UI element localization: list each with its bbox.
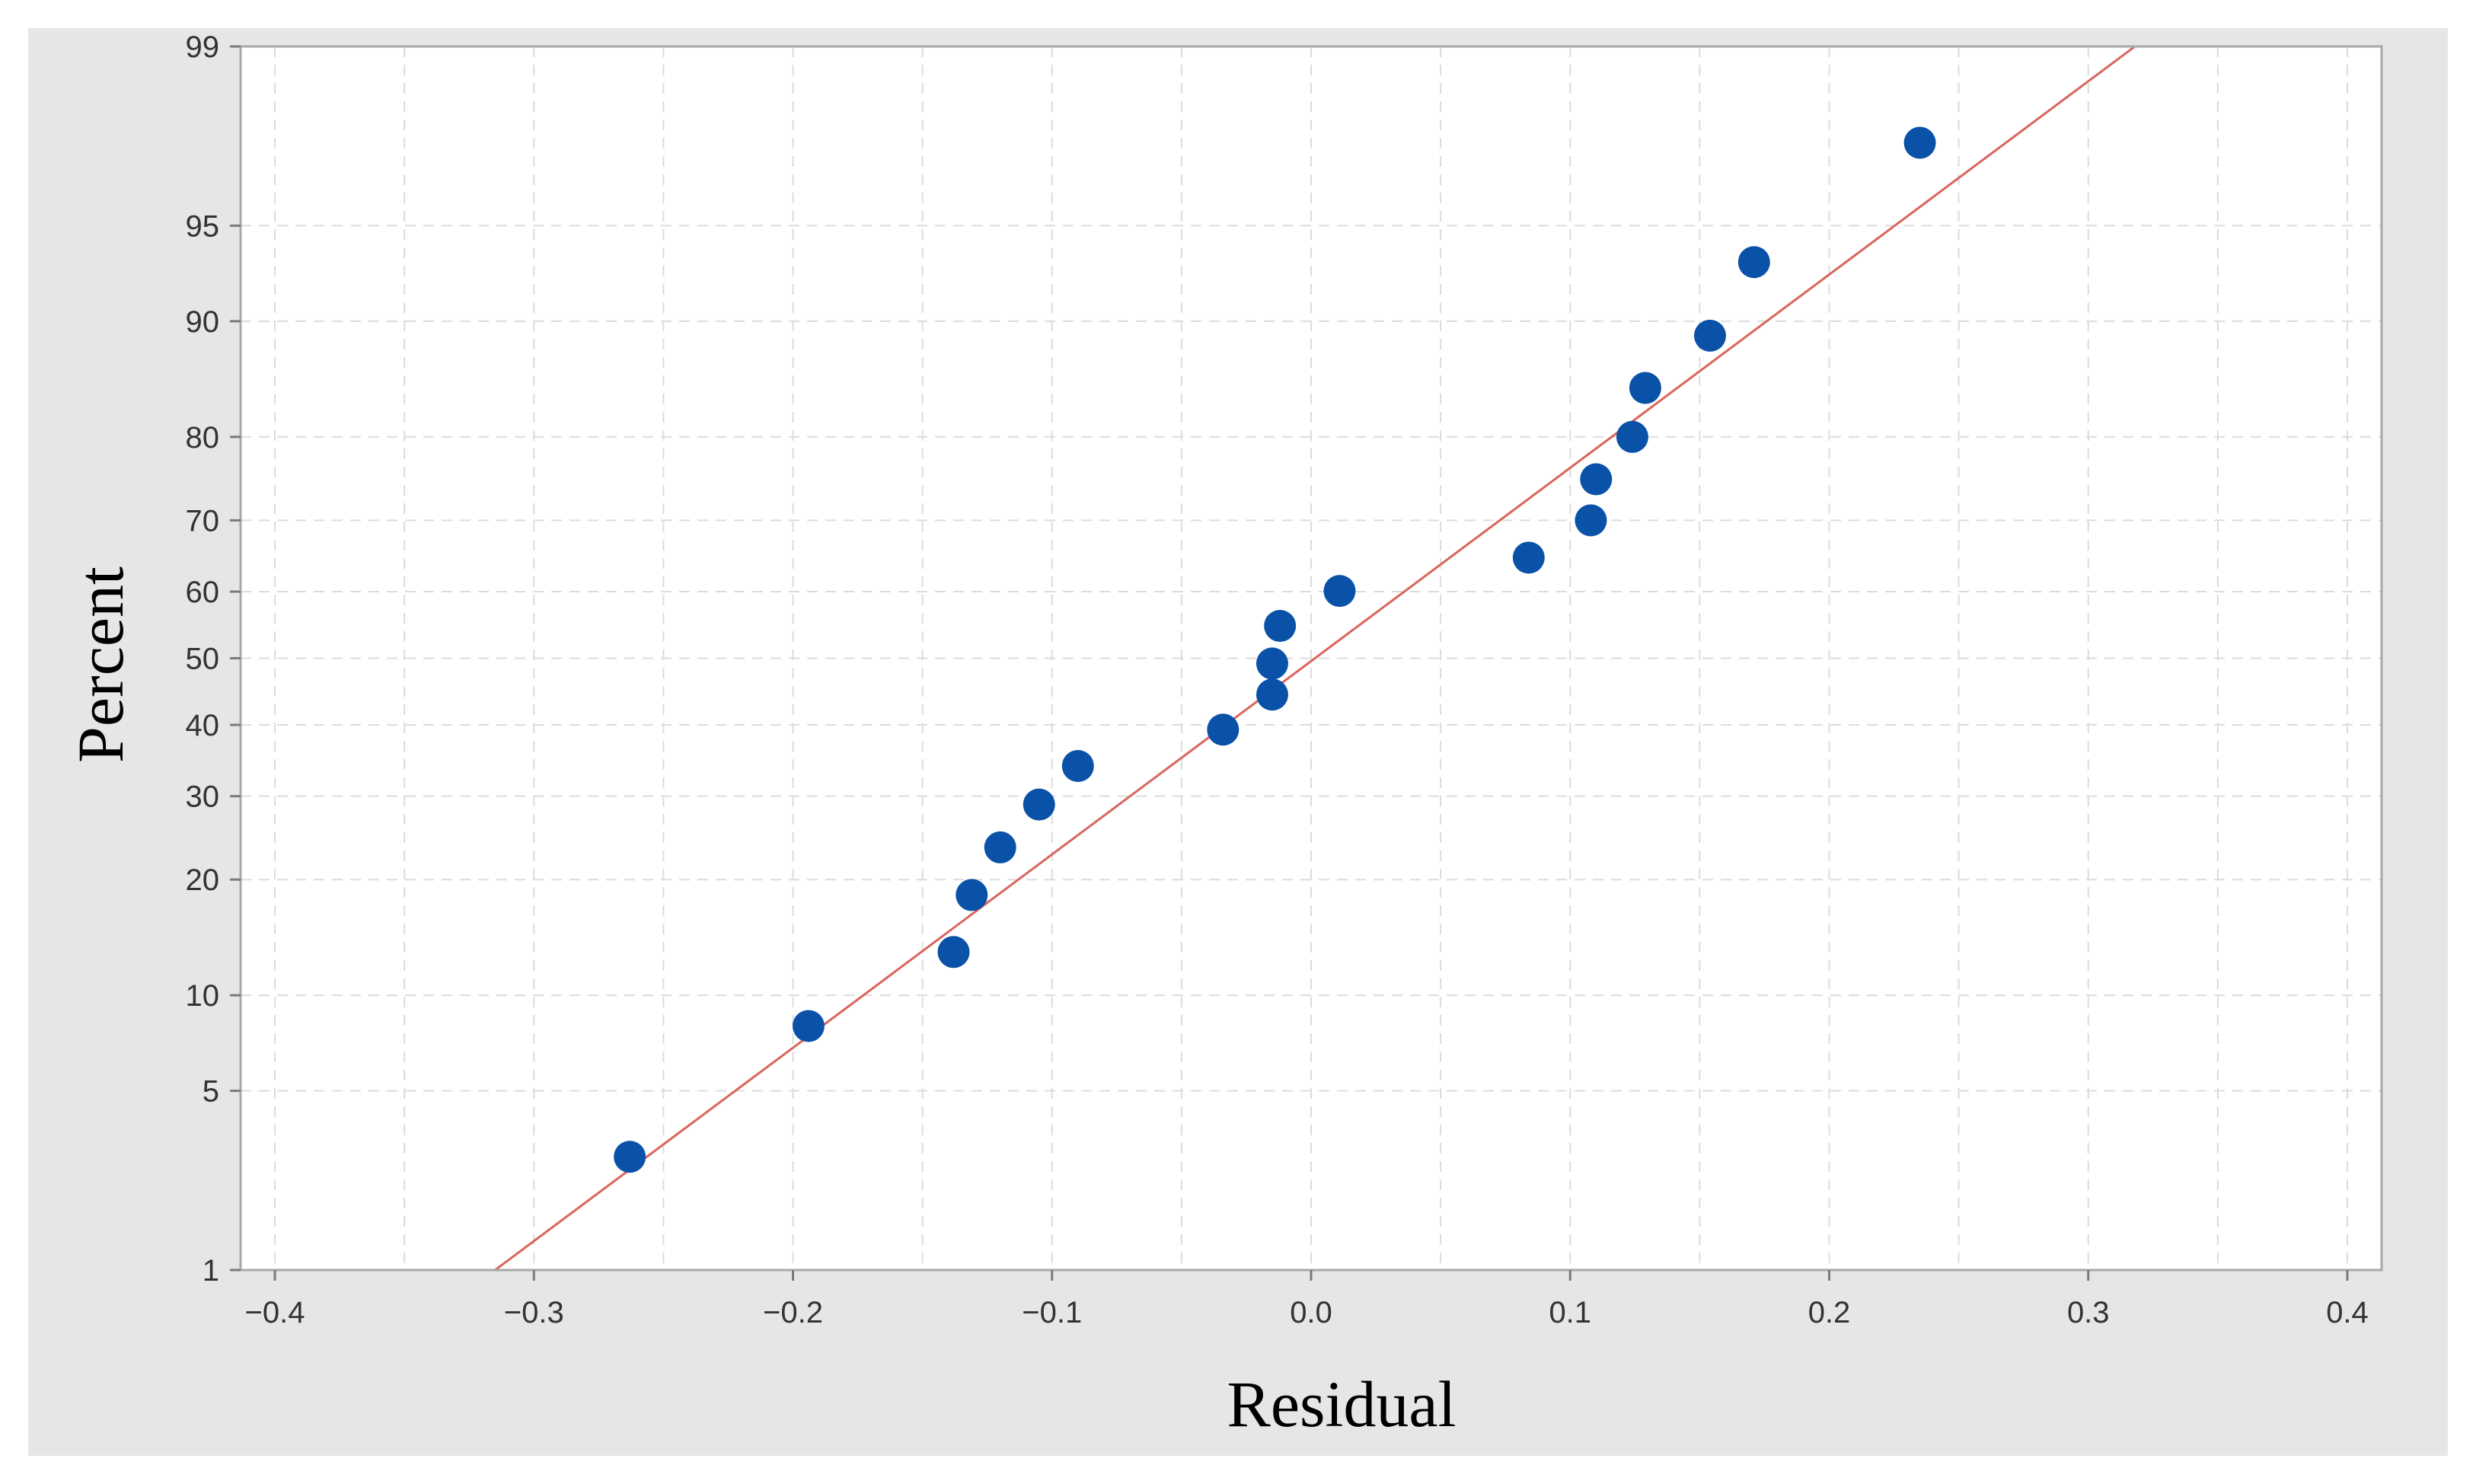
y-tick-label: 60 <box>186 576 220 609</box>
data-point <box>1903 126 1936 159</box>
y-axis-ticks: 1 5 10 20 30 40 50 60 70 80 90 95 99 <box>186 30 241 1288</box>
y-tick-label: 10 <box>186 979 220 1013</box>
data-point <box>614 1141 646 1173</box>
fit-line <box>494 45 2136 1272</box>
data-point <box>1256 678 1288 711</box>
y-tick-label: 5 <box>203 1075 219 1109</box>
y-axis-title: Percent <box>64 566 137 763</box>
y-tick-label: 99 <box>186 30 220 64</box>
data-point <box>1580 463 1613 496</box>
data-point <box>1207 713 1240 746</box>
x-tick-label: −0.1 <box>1022 1296 1082 1329</box>
data-point <box>1264 609 1297 642</box>
data-point <box>937 936 970 969</box>
data-point <box>1575 504 1607 537</box>
y-tick-label: 80 <box>186 421 220 455</box>
x-tick-label: 0.2 <box>1808 1296 1851 1329</box>
y-tick-label: 40 <box>186 709 220 742</box>
x-axis-title: Residual <box>1227 1368 1457 1441</box>
data-point <box>1693 319 1726 352</box>
data-point <box>1629 372 1661 404</box>
data-points <box>614 126 1936 1173</box>
x-tick-label: 0.0 <box>1290 1296 1332 1329</box>
fit-line-layer <box>494 45 2136 1272</box>
data-point <box>1512 541 1545 574</box>
data-point <box>1616 420 1648 453</box>
data-point <box>1323 575 1356 608</box>
y-tick-label: 20 <box>186 863 220 897</box>
x-tick-label: −0.4 <box>245 1296 305 1329</box>
x-tick-label: 0.3 <box>2067 1296 2110 1329</box>
data-point <box>956 879 988 911</box>
data-point <box>1256 647 1288 680</box>
x-tick-label: −0.2 <box>763 1296 823 1329</box>
data-point <box>792 1010 825 1042</box>
y-tick-label: 1 <box>203 1254 219 1288</box>
data-point <box>1061 750 1094 783</box>
y-tick-label: 30 <box>186 780 220 814</box>
y-tick-label: 70 <box>186 504 220 538</box>
y-tick-label: 50 <box>186 643 220 676</box>
data-point <box>984 831 1016 863</box>
x-tick-label: −0.3 <box>504 1296 564 1329</box>
data-point <box>1023 788 1055 821</box>
x-axis-ticks: −0.4 −0.3 −0.2 −0.1 0.0 0.1 0.2 0.3 0.4 <box>245 1270 2369 1329</box>
data-point <box>1737 246 1770 279</box>
grid <box>241 46 2382 1270</box>
y-tick-label: 90 <box>186 305 220 339</box>
x-tick-label: 0.4 <box>2326 1296 2369 1329</box>
x-tick-label: 0.1 <box>1549 1296 1591 1329</box>
y-tick-label: 95 <box>186 209 220 243</box>
